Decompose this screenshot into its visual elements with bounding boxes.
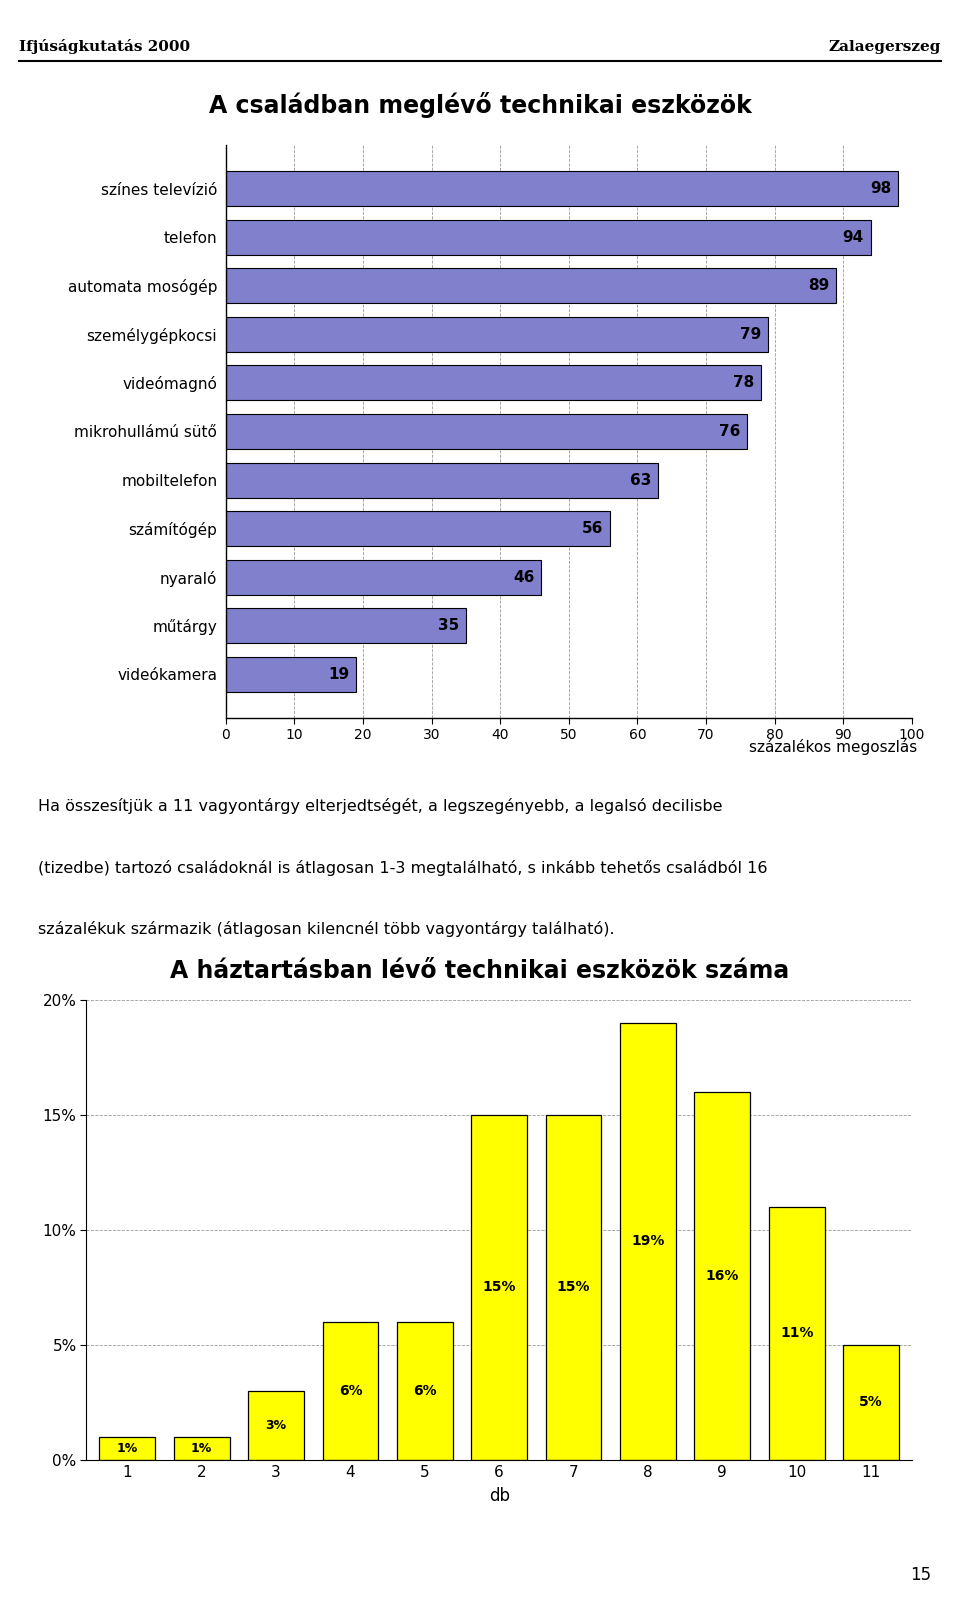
Text: 94: 94 xyxy=(843,229,864,245)
Text: Zalaegerszeg: Zalaegerszeg xyxy=(828,40,941,53)
Bar xyxy=(226,511,610,547)
Text: 89: 89 xyxy=(808,279,829,294)
Text: 35: 35 xyxy=(438,618,459,634)
Text: százalékos megoszlás: százalékos megoszlás xyxy=(749,739,917,755)
Bar xyxy=(226,316,768,352)
Bar xyxy=(226,415,747,448)
Text: Ifjúságkutatás 2000: Ifjúságkutatás 2000 xyxy=(19,39,190,55)
Text: 5%: 5% xyxy=(859,1395,883,1410)
Bar xyxy=(226,171,899,206)
Bar xyxy=(226,560,541,595)
Bar xyxy=(226,656,356,692)
Bar xyxy=(226,463,658,497)
Text: (tizedbe) tartozó családoknál is átlagosan 1-3 megtalálható, s inkább tehetős cs: (tizedbe) tartozó családoknál is átlagos… xyxy=(38,860,768,876)
Bar xyxy=(471,1115,527,1460)
Bar xyxy=(226,219,871,255)
Bar xyxy=(769,1207,825,1460)
Bar xyxy=(843,1345,899,1460)
Text: 79: 79 xyxy=(740,327,761,342)
Text: 15: 15 xyxy=(910,1566,931,1584)
Text: 63: 63 xyxy=(630,473,651,487)
Bar xyxy=(100,1437,156,1460)
Text: A családban meglévő technikai eszközök: A családban meglévő technikai eszközök xyxy=(208,92,752,118)
Text: 11%: 11% xyxy=(780,1326,813,1340)
Bar xyxy=(694,1092,750,1460)
Text: 1%: 1% xyxy=(117,1442,138,1455)
Text: 3%: 3% xyxy=(266,1419,287,1432)
Text: 98: 98 xyxy=(870,181,892,197)
Bar xyxy=(249,1390,304,1460)
Text: 19: 19 xyxy=(328,666,349,682)
Text: 76: 76 xyxy=(719,424,740,439)
Text: 19%: 19% xyxy=(632,1234,664,1248)
Text: 78: 78 xyxy=(732,376,755,390)
Bar xyxy=(174,1437,229,1460)
Text: Ha összesítjük a 11 vagyontárgy elterjedtségét, a legszegényebb, a legalsó decil: Ha összesítjük a 11 vagyontárgy elterjed… xyxy=(38,798,723,815)
Text: A háztartásban lévő technikai eszközök száma: A háztartásban lévő technikai eszközök s… xyxy=(170,960,790,982)
Text: 1%: 1% xyxy=(191,1442,212,1455)
Text: 15%: 15% xyxy=(557,1281,590,1294)
Text: 15%: 15% xyxy=(483,1281,516,1294)
Bar xyxy=(620,1023,676,1460)
Text: százalékuk származik (átlagosan kilencnél több vagyontárgy található).: százalékuk származik (átlagosan kilencné… xyxy=(38,921,615,937)
Bar xyxy=(226,268,836,303)
Text: 6%: 6% xyxy=(413,1384,437,1398)
Text: 16%: 16% xyxy=(706,1269,739,1282)
X-axis label: db: db xyxy=(489,1487,510,1505)
Text: 46: 46 xyxy=(513,569,535,584)
Bar xyxy=(396,1323,453,1460)
Text: 6%: 6% xyxy=(339,1384,362,1398)
Bar xyxy=(226,366,761,400)
Bar xyxy=(226,608,466,644)
Text: 56: 56 xyxy=(582,521,603,536)
Bar xyxy=(545,1115,602,1460)
Bar xyxy=(323,1323,378,1460)
